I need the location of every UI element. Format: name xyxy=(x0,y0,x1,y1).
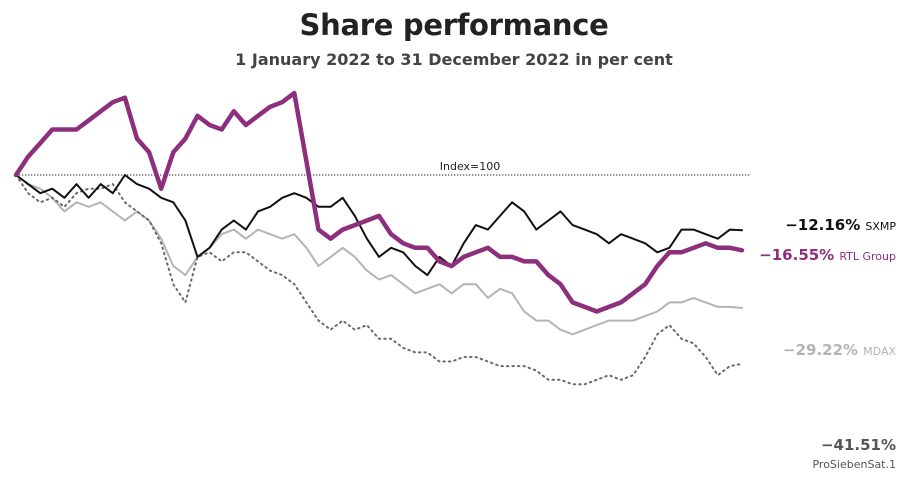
series-line-sxmp xyxy=(15,174,743,277)
index-100-label: Index=100 xyxy=(440,160,501,173)
label-sxmp-name: SXMP xyxy=(865,220,896,233)
series-line-prosiebensat-1 xyxy=(15,174,743,386)
label-prosiebensat1-name: ProSiebenSat.1 xyxy=(812,458,896,471)
label-mdax-value: −29.22% xyxy=(783,341,859,359)
label-rtl-group: −16.55% RTL Group xyxy=(759,245,896,264)
series-line-mdax xyxy=(15,174,743,336)
label-rtl-group-value: −16.55% xyxy=(759,246,835,264)
label-mdax: −29.22% MDAX xyxy=(783,340,896,359)
series-line-rtl-group xyxy=(13,90,745,314)
label-mdax-name: MDAX xyxy=(863,345,896,358)
label-rtl-group-name: RTL Group xyxy=(839,250,896,263)
label-prosiebensat1-value: −41.51% xyxy=(820,436,896,454)
label-sxmp-value: −12.16% xyxy=(785,216,861,234)
label-sxmp: −12.16% SXMP xyxy=(785,215,896,234)
chart-subtitle: 1 January 2022 to 31 December 2022 in pe… xyxy=(235,50,673,69)
label-prosiebensat1: −41.51% ProSiebenSat.1 xyxy=(812,435,896,475)
chart-title: Share performance xyxy=(299,8,609,42)
